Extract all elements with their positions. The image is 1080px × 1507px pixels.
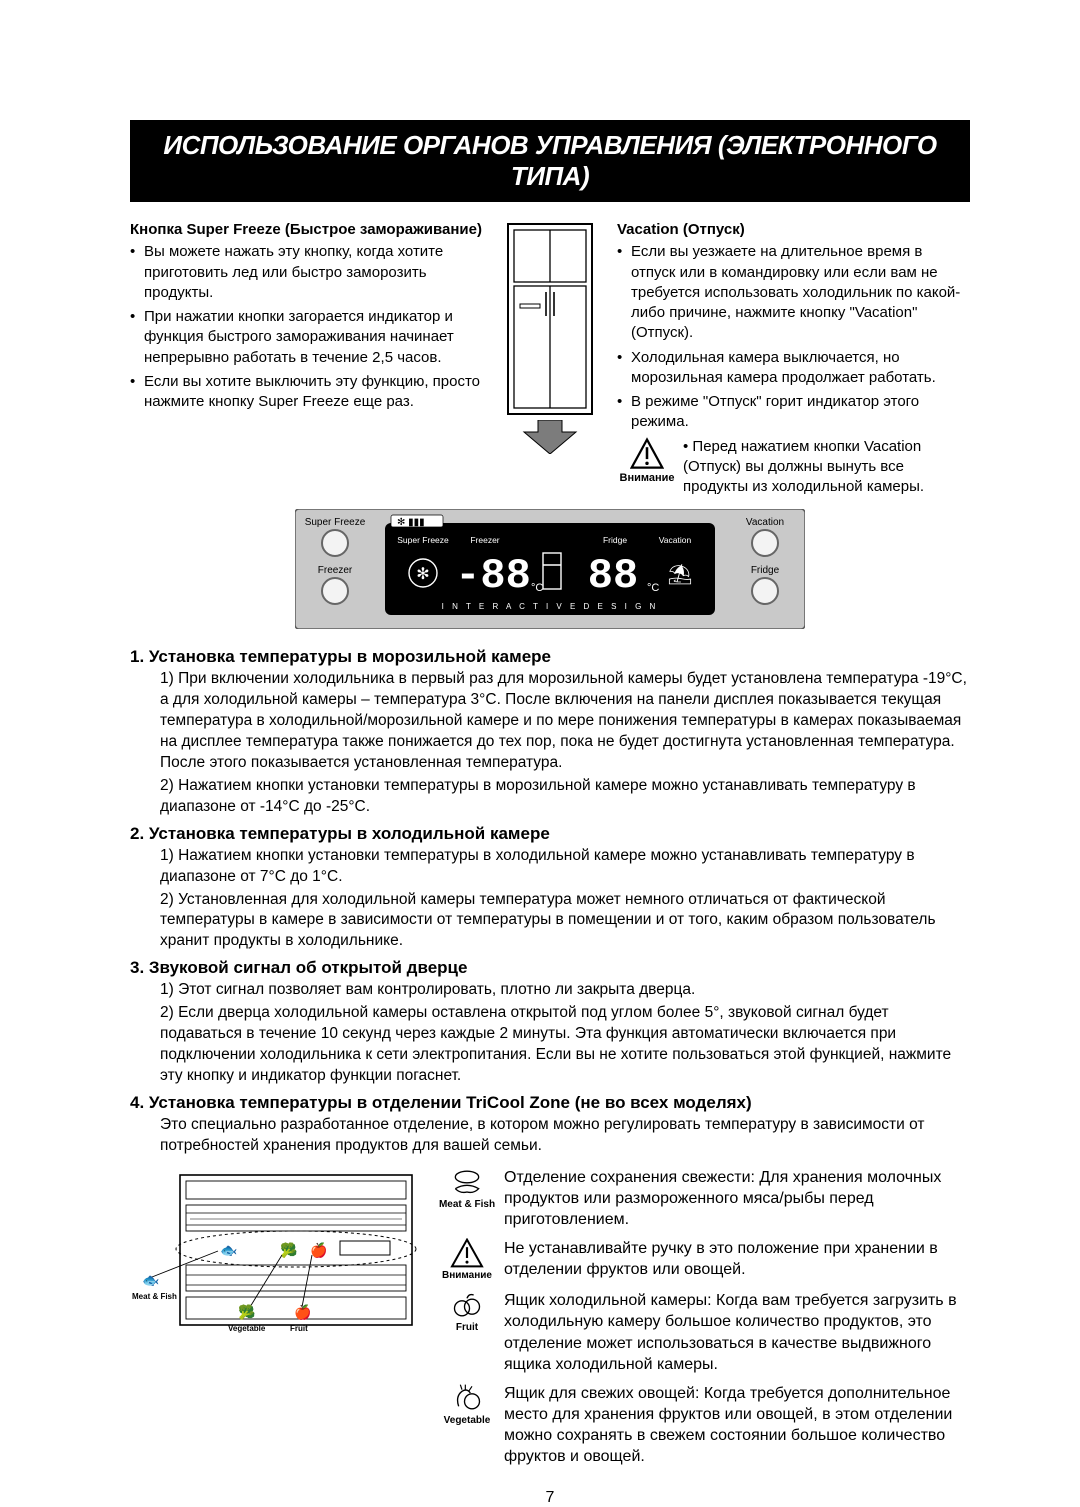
- vacation-heading: Vacation (Отпуск): [617, 220, 970, 240]
- tricool-right-column: Meat & Fish Отделение сохранения свежест…: [438, 1167, 970, 1475]
- svg-text:88: 88: [588, 552, 638, 600]
- super-freeze-column: Кнопка Super Freeze (Быстрое замораживан…: [130, 220, 483, 497]
- list-item: 1) При включении холодильника в первый р…: [160, 669, 970, 774]
- zone-text: Не устанавливайте ручку в это положение …: [504, 1238, 970, 1280]
- svg-text:✻ ▮▮▮: ✻ ▮▮▮: [397, 517, 425, 528]
- section-heading: 3. Звуковой сигнал об открытой дверце: [130, 958, 970, 978]
- tricool-diagram: 🐟 🥦 🍎 🐟 Meat & Fish 🥦 Vegetable 🍎 Fruit: [130, 1167, 420, 1342]
- list-item: Вы можете нажать эту кнопку, когда хотит…: [130, 242, 483, 303]
- svg-text:🐟: 🐟: [142, 1272, 159, 1288]
- section-heading: 2. Установка температуры в холодильной к…: [130, 824, 970, 844]
- vacation-warning-text-span: Перед нажатием кнопки Vacation (Отпуск) …: [683, 438, 924, 496]
- svg-text:Vegetable: Vegetable: [228, 1324, 266, 1333]
- section-heading: 4. Установка температуры в отделении Tri…: [130, 1093, 970, 1113]
- control-panel-wrap: Super Freeze Freezer Vacation Fridge ✻ ▮…: [130, 509, 970, 629]
- zone-icon-block: Meat & Fish: [438, 1167, 496, 1211]
- warning-icon: [450, 1238, 484, 1268]
- svg-text:✻: ✻: [416, 566, 429, 583]
- vacation-list: Если вы уезжаете на длительное время в о…: [617, 242, 970, 432]
- tricool-zone-fruit: Fruit Ящик холодильной камеры: Когда вам…: [438, 1290, 970, 1374]
- svg-text:🍎: 🍎: [294, 1303, 311, 1321]
- meat-fish-icon: [450, 1167, 484, 1197]
- section-body: 1) При включении холодильника в первый р…: [130, 669, 970, 817]
- svg-text:Super Freeze: Super Freeze: [397, 535, 449, 545]
- svg-text:Vacation: Vacation: [659, 535, 692, 545]
- tricool-diagram-icon: 🐟 🥦 🍎 🐟 Meat & Fish 🥦 Vegetable 🍎 Fruit: [130, 1167, 420, 1337]
- svg-text:°C: °C: [531, 582, 543, 594]
- zone-text: Ящик для свежих овощей: Когда требуется …: [504, 1383, 970, 1467]
- svg-text:I N T E R A C T I V E D E: I N T E R A C T I V E D E S I G N: [442, 602, 659, 611]
- fruit-icon: [450, 1290, 484, 1320]
- zone-text: Ящик холодильной камеры: Когда вам требу…: [504, 1290, 970, 1374]
- svg-text:🍎: 🍎: [310, 1241, 327, 1259]
- zone-icon-label: Fruit: [456, 1321, 478, 1334]
- section-body: 1) Нажатием кнопки установки температуры…: [130, 846, 970, 953]
- svg-text:Meat & Fish: Meat & Fish: [132, 1292, 177, 1301]
- svg-text:Freezer: Freezer: [470, 535, 499, 545]
- list-item: 2) Если дверца холодильной камеры оставл…: [160, 1003, 970, 1087]
- section-4: 4. Установка температуры в отделении Tri…: [130, 1093, 970, 1157]
- tricool-zone-meat: Meat & Fish Отделение сохранения свежест…: [438, 1167, 970, 1230]
- tricool-grid: 🐟 🥦 🍎 🐟 Meat & Fish 🥦 Vegetable 🍎 Fruit: [130, 1167, 970, 1475]
- section-1: 1. Установка температуры в морозильной к…: [130, 647, 970, 817]
- svg-text:Vacation: Vacation: [746, 517, 784, 528]
- svg-text:🐟: 🐟: [220, 1242, 237, 1258]
- section-3: 3. Звуковой сигнал об открытой дверце 1)…: [130, 958, 970, 1087]
- svg-text:Fridge: Fridge: [603, 535, 627, 545]
- list-item: Если вы уезжаете на длительное время в о…: [617, 242, 970, 343]
- zone-text: Отделение сохранения свежести: Для хране…: [504, 1167, 970, 1230]
- section-2: 2. Установка температуры в холодильной к…: [130, 824, 970, 953]
- list-item: 2) Нажатием кнопки установки температуры…: [160, 776, 970, 818]
- svg-text:Fruit: Fruit: [290, 1324, 308, 1333]
- svg-text:Freezer: Freezer: [318, 565, 353, 576]
- page-number: 7: [130, 1489, 970, 1507]
- super-freeze-heading: Кнопка Super Freeze (Быстрое замораживан…: [130, 220, 483, 240]
- fridge-icon: [502, 220, 598, 420]
- svg-text:⛱: ⛱: [667, 563, 692, 586]
- tricool-zone-vegetable: Vegetable Ящик для свежих овощей: Когда …: [438, 1383, 970, 1467]
- svg-text:Super Freeze: Super Freeze: [305, 517, 366, 528]
- list-item: 1) Этот сигнал позволяет вам контролиров…: [160, 980, 970, 1001]
- control-panel-icon: Super Freeze Freezer Vacation Fridge ✻ ▮…: [295, 509, 805, 629]
- zone-icon-block: Внимание: [438, 1238, 496, 1282]
- list-item: При нажатии кнопки загорается индикатор …: [130, 307, 483, 368]
- list-item: 1) Нажатием кнопки установки температуры…: [160, 846, 970, 888]
- warning-label: Внимание: [620, 471, 675, 486]
- section-heading: 1. Установка температуры в морозильной к…: [130, 647, 970, 667]
- section-body: 1) Этот сигнал позволяет вам контролиров…: [130, 980, 970, 1087]
- list-item: Холодильная камера выключается, но мороз…: [617, 348, 970, 389]
- svg-text:°C: °C: [647, 582, 659, 594]
- zone-icon-label: Meat & Fish: [439, 1198, 495, 1211]
- list-item: В режиме "Отпуск" горит индикатор этого …: [617, 392, 970, 433]
- svg-text:-88: -88: [455, 552, 531, 600]
- top-columns: Кнопка Super Freeze (Быстрое замораживан…: [130, 220, 970, 497]
- vacation-column: Vacation (Отпуск) Если вы уезжаете на дл…: [617, 220, 970, 497]
- svg-text:🥦: 🥦: [280, 1241, 297, 1259]
- zone-icon-label: Vegetable: [444, 1414, 491, 1427]
- warning-icon-block: Внимание: [617, 437, 677, 486]
- arrow-down-icon: [520, 420, 580, 454]
- svg-text:Fridge: Fridge: [751, 565, 780, 576]
- list-item: 2) Установленная для холодильной камеры …: [160, 890, 970, 953]
- vegetable-icon: [450, 1383, 484, 1413]
- super-freeze-list: Вы можете нажать эту кнопку, когда хотит…: [130, 242, 483, 412]
- zone-icon-block: Fruit: [438, 1290, 496, 1334]
- zone-icon-block: Vegetable: [438, 1383, 496, 1427]
- svg-text:🥦: 🥦: [238, 1303, 255, 1321]
- fridge-diagram-column: [495, 220, 605, 497]
- tricool-zone-warning: Внимание Не устанавливайте ручку в это п…: [438, 1238, 970, 1282]
- section-body: Это специально разработанное отделение, …: [130, 1115, 970, 1157]
- warning-icon: [630, 437, 664, 471]
- list-item: Если вы хотите выключить эту функцию, пр…: [130, 372, 483, 413]
- vacation-warning-row: Внимание • Перед нажатием кнопки Vacatio…: [617, 437, 970, 498]
- zone-icon-label: Внимание: [442, 1269, 492, 1282]
- page-title-band: ИСПОЛЬЗОВАНИЕ ОРГАНОВ УПРАВЛЕНИЯ (ЭЛЕКТР…: [130, 120, 970, 202]
- vacation-warning-text: • Перед нажатием кнопки Vacation (Отпуск…: [683, 437, 970, 498]
